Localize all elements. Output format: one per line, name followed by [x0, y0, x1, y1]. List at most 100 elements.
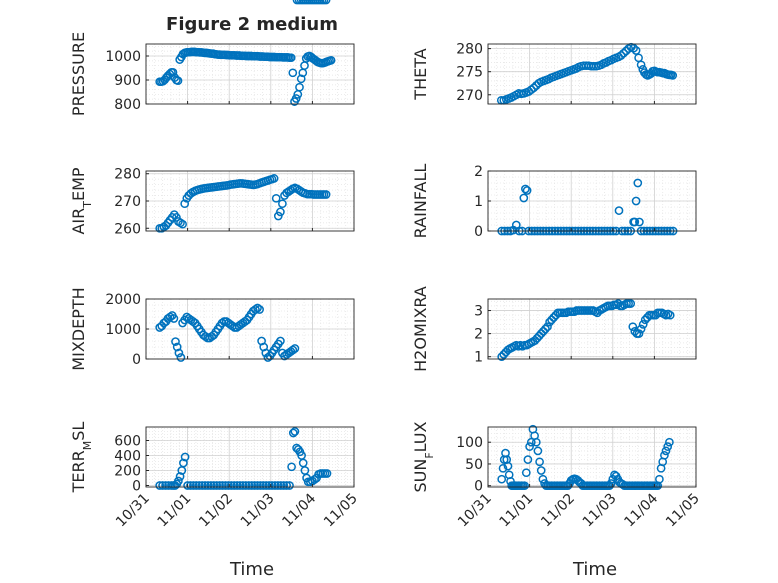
y-tick-label: 270 [456, 88, 483, 104]
data-point [172, 213, 181, 222]
data-point [168, 67, 178, 77]
data-point [616, 51, 626, 60]
x-tick-label: 11/01 [155, 491, 195, 531]
data-point [635, 217, 644, 227]
data-point [251, 305, 260, 314]
x-axis-label-right: Time [572, 559, 617, 580]
data-point [267, 481, 277, 490]
data-point [503, 461, 513, 471]
data-point [180, 199, 190, 209]
x-tick-label: 10/31 [113, 491, 153, 531]
y-axis-label: TERRMSL [69, 422, 94, 494]
x-tick-label: 11/04 [621, 490, 661, 530]
data-point [189, 481, 198, 490]
data-point [321, 0, 331, 5]
data-point [235, 481, 245, 490]
data-point [525, 442, 534, 451]
data-point [285, 481, 294, 490]
data-point [613, 299, 623, 308]
y-tick-label: 2 [474, 327, 483, 343]
data-point [271, 193, 281, 203]
data-point [541, 324, 550, 334]
data-point [520, 481, 529, 491]
data-point [244, 481, 254, 490]
data-point [278, 199, 287, 209]
figure-title: Figure 2 medium [166, 14, 338, 35]
y-axis-label: H2OMIXRA [411, 286, 430, 372]
data-point [247, 481, 257, 490]
data-point [521, 468, 531, 478]
data-point [179, 458, 188, 468]
subplot-8: 0 50 100 10/31 11/01 11/02 11/03 11/04 11/05 SUNF… [411, 421, 703, 530]
data-point [261, 481, 271, 490]
data-point [250, 481, 259, 490]
y-tick-label: 280 [456, 42, 483, 58]
data-point [158, 481, 167, 490]
subplot-3: 260 270 280 AIRTEMP [69, 167, 355, 237]
x-tick-label: 11/02 [196, 491, 236, 531]
data-point [521, 184, 530, 194]
y-axis-label: AIRTEMP [69, 167, 94, 234]
data-point [183, 481, 192, 490]
x-tick-label: 11/03 [580, 491, 620, 531]
data-point [169, 314, 179, 323]
data-point [291, 94, 301, 103]
y-tick-label: 2 [474, 164, 483, 180]
data-point [529, 83, 539, 93]
data-point [296, 74, 306, 84]
data-point [636, 324, 646, 334]
data-point [270, 481, 280, 490]
y-tick-label: 270 [114, 194, 141, 210]
x-tick-label: 11/03 [238, 491, 278, 531]
data-point [255, 305, 264, 314]
y-tick-label: 1 [474, 194, 483, 210]
y-tick-label: 400 [114, 449, 141, 465]
data-point [538, 474, 548, 484]
y-tick-label: 1000 [105, 322, 141, 338]
data-point [273, 481, 283, 490]
data-point [232, 481, 242, 490]
y-tick-label: 800 [114, 97, 141, 113]
data-point [661, 446, 671, 456]
y-tick-label: 0 [474, 224, 483, 240]
data-point [287, 462, 296, 472]
data-point [258, 481, 268, 490]
data-point [522, 186, 532, 195]
x-tick-label: 11/04 [279, 490, 319, 530]
data-point [172, 342, 182, 352]
data-point [543, 322, 552, 332]
data-point [200, 481, 210, 490]
data-point [523, 455, 533, 464]
y-axis-label: RAINFALL [411, 164, 430, 239]
data-point [533, 446, 543, 456]
data-point [229, 481, 239, 490]
data-point [269, 174, 279, 183]
x-tick-label: 11/02 [538, 491, 578, 531]
data-point [203, 481, 213, 490]
x-tick-label: 11/05 [663, 491, 703, 531]
data-point [326, 55, 336, 65]
data-point [310, 475, 319, 484]
subplot-6: 1 2 3 H2OMIXRA [411, 286, 697, 372]
data-point [634, 329, 644, 338]
subplot-2: 270 275 280 THETA [411, 42, 697, 105]
x-tick-label: 11/05 [321, 491, 361, 531]
subplot-4: 0 1 2 RAINFALL [411, 164, 697, 240]
y-tick-label: 1000 [105, 49, 141, 65]
data-point [253, 481, 262, 490]
data-point [636, 60, 646, 70]
data-point [536, 466, 546, 475]
data-point [288, 428, 298, 438]
data-point [614, 206, 624, 215]
data-point [663, 442, 673, 451]
y-tick-label: 260 [114, 221, 141, 237]
data-point [276, 336, 285, 346]
y-tick-label: 0 [132, 479, 141, 495]
data-point [253, 303, 262, 313]
data-point [276, 207, 285, 217]
axes-box [145, 426, 355, 488]
data-point [215, 481, 224, 490]
data-point [638, 320, 648, 329]
x-tick-label: 10/31 [455, 491, 495, 531]
